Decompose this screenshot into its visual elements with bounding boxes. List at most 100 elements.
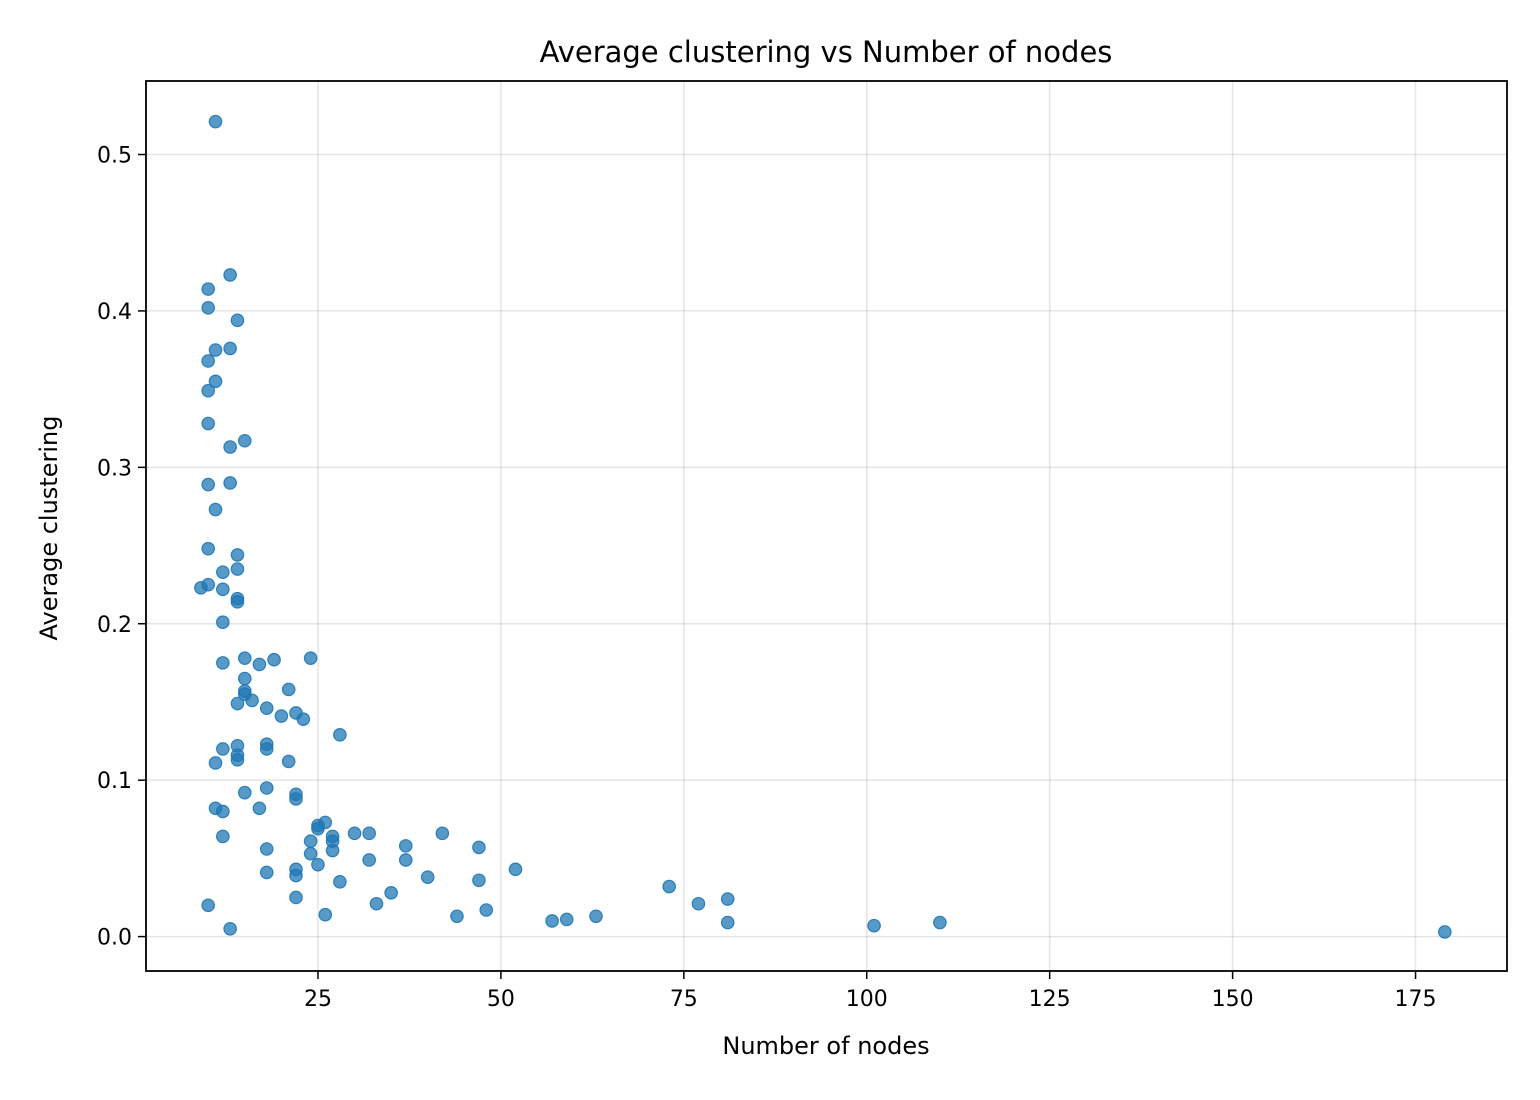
scatter-point bbox=[303, 834, 318, 848]
scatter-point bbox=[201, 383, 215, 398]
scatter-point bbox=[508, 862, 523, 877]
y-axis-ticks: 0.0 0.1 0.2 0.3 0.4 0.5 bbox=[97, 144, 146, 951]
scatter-point bbox=[230, 548, 245, 562]
scatter-point bbox=[237, 671, 252, 686]
x-axis-label: Number of nodes bbox=[722, 1032, 929, 1060]
scatter-point bbox=[223, 268, 237, 282]
scatter-point bbox=[223, 341, 237, 356]
scatter-point bbox=[208, 374, 223, 389]
scatter-point bbox=[720, 915, 735, 930]
x-axis-ticks: 25 50 75 100 125 150 175 bbox=[304, 971, 1437, 1012]
grid-lines bbox=[146, 81, 1507, 971]
scatter-point bbox=[245, 693, 259, 708]
scatter-point bbox=[1438, 925, 1452, 939]
x-tick-label: 25 bbox=[304, 987, 332, 1012]
scatter-point bbox=[662, 879, 676, 894]
scatter-point bbox=[216, 804, 230, 819]
chart-title: Average clustering vs Number of nodes bbox=[540, 35, 1113, 69]
scatter-point bbox=[589, 909, 603, 924]
scatter-point bbox=[223, 921, 237, 936]
scatter-point bbox=[933, 915, 947, 930]
y-tick-label: 0.1 bbox=[97, 769, 132, 794]
scatter-point bbox=[369, 896, 384, 911]
x-tick-label: 75 bbox=[670, 987, 698, 1012]
scatter-point bbox=[325, 843, 340, 858]
scatter-point bbox=[281, 754, 296, 769]
scatter-point bbox=[230, 313, 245, 328]
scatter-point bbox=[201, 301, 215, 315]
y-tick-label: 0.2 bbox=[97, 613, 132, 638]
scatter-point bbox=[559, 912, 574, 927]
scatter-point bbox=[216, 615, 230, 629]
scatter-point bbox=[237, 785, 252, 800]
y-tick-label: 0.4 bbox=[97, 300, 132, 325]
scatter-point bbox=[867, 918, 881, 933]
plot-frame bbox=[145, 80, 1508, 972]
scatter-point bbox=[230, 753, 245, 767]
scatter-point bbox=[303, 651, 318, 665]
scatter-point bbox=[267, 652, 281, 667]
y-axis-label: Average clustering bbox=[35, 416, 63, 641]
x-tick-label: 175 bbox=[1395, 987, 1437, 1012]
scatter-point bbox=[289, 890, 303, 905]
scatter-point bbox=[333, 875, 347, 889]
scatter-point bbox=[472, 873, 486, 888]
scatter-point bbox=[347, 826, 362, 841]
scatter-point bbox=[252, 657, 267, 672]
scatter-point bbox=[303, 846, 318, 861]
scatter-point bbox=[230, 562, 245, 576]
scatter-point bbox=[237, 651, 252, 665]
scatter-point bbox=[289, 868, 303, 883]
scatter-point bbox=[208, 114, 223, 129]
scatter-point bbox=[472, 840, 486, 855]
y-tick-label: 0.0 bbox=[97, 926, 132, 951]
scatter-point bbox=[318, 907, 333, 922]
scatter-point bbox=[720, 892, 735, 906]
scatter-point bbox=[259, 842, 274, 856]
scatter-point bbox=[237, 433, 252, 448]
scatter-point bbox=[311, 821, 325, 836]
scatter-point bbox=[201, 898, 215, 913]
scatter-point bbox=[311, 857, 325, 872]
scatter-point bbox=[208, 502, 223, 517]
y-tick-label: 0.5 bbox=[97, 144, 132, 169]
scatter-point bbox=[223, 440, 237, 454]
scatter-point bbox=[223, 476, 237, 490]
scatter-point bbox=[274, 709, 289, 723]
scatter-point bbox=[201, 541, 215, 556]
x-tick-label: 100 bbox=[846, 987, 888, 1012]
scatter-points bbox=[194, 114, 1452, 939]
scatter-point bbox=[259, 781, 274, 795]
scatter-point bbox=[296, 712, 311, 726]
scatter-point bbox=[201, 416, 215, 431]
scatter-point bbox=[216, 565, 230, 579]
scatter-point bbox=[435, 826, 450, 841]
scatter-point bbox=[208, 756, 223, 770]
scatter-point bbox=[333, 728, 347, 742]
scatter-point bbox=[384, 885, 398, 900]
scatter-point bbox=[479, 903, 494, 917]
scatter-point bbox=[259, 742, 274, 756]
scatter-point bbox=[281, 682, 296, 697]
scatter-point bbox=[289, 792, 303, 806]
x-tick-label: 125 bbox=[1029, 987, 1071, 1012]
scatter-point bbox=[194, 580, 208, 595]
scatter-point bbox=[545, 914, 559, 928]
scatter-point bbox=[230, 595, 245, 609]
y-tick-label: 0.3 bbox=[97, 456, 132, 481]
scatter-point bbox=[216, 742, 230, 756]
scatter-point bbox=[201, 282, 215, 296]
x-tick-label: 50 bbox=[487, 987, 515, 1012]
scatter-point bbox=[420, 870, 435, 884]
scatter-point bbox=[216, 829, 230, 844]
scatter-point bbox=[216, 656, 230, 670]
scatter-point bbox=[201, 354, 215, 368]
scatter-point bbox=[691, 896, 706, 911]
x-tick-label: 150 bbox=[1212, 987, 1254, 1012]
scatter-point bbox=[450, 909, 464, 924]
scatter-point bbox=[259, 701, 274, 716]
scatter-point bbox=[252, 801, 267, 816]
scatter-point bbox=[259, 865, 274, 880]
